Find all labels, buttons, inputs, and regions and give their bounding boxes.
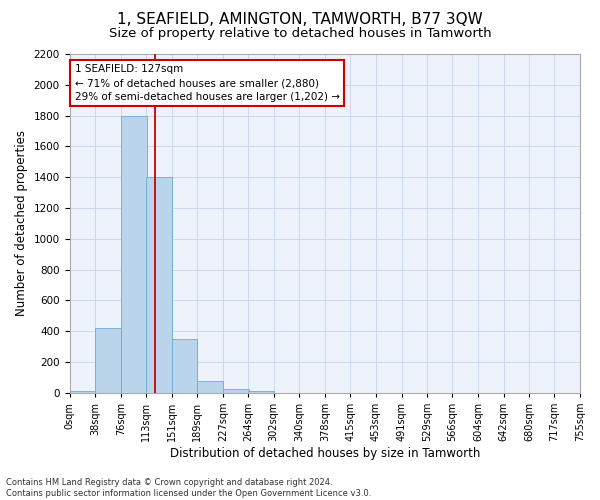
Bar (121, 116, 146, 393)
Bar (248, 392, 274, 393)
Text: 1 SEAFIELD: 127sqm
← 71% of detached houses are smaller (2,880)
29% of semi-deta: 1 SEAFIELD: 127sqm ← 71% of detached hou… (74, 64, 340, 102)
Bar (197, 380, 223, 393)
Bar (172, 339, 197, 393)
Text: Contains HM Land Registry data © Crown copyright and database right 2024.
Contai: Contains HM Land Registry data © Crown c… (6, 478, 371, 498)
Text: Size of property relative to detached houses in Tamworth: Size of property relative to detached ho… (109, 28, 491, 40)
Bar (70, 392, 95, 393)
Bar (146, 177, 172, 393)
Bar (223, 389, 249, 393)
X-axis label: Distribution of detached houses by size in Tamworth: Distribution of detached houses by size … (170, 447, 480, 460)
Y-axis label: Number of detached properties: Number of detached properties (15, 130, 28, 316)
Text: 1, SEAFIELD, AMINGTON, TAMWORTH, B77 3QW: 1, SEAFIELD, AMINGTON, TAMWORTH, B77 3QW (117, 12, 483, 28)
Bar (95, 328, 121, 393)
